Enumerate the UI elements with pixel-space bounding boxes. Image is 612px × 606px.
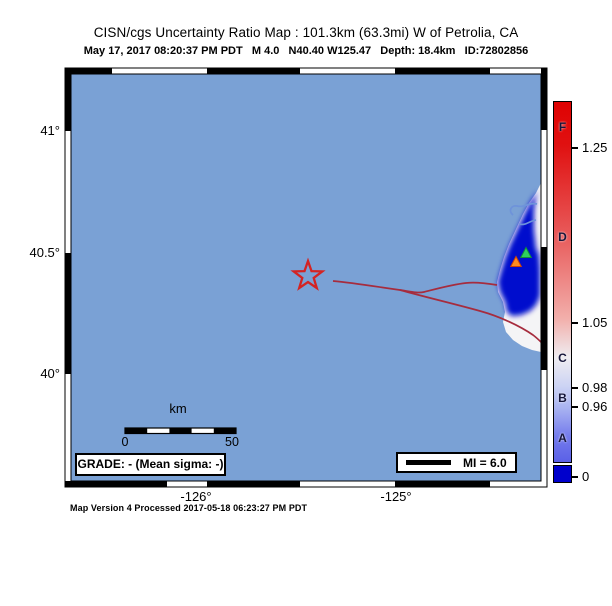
magnitude-label: MI = 6.0: [463, 455, 507, 470]
colorbar-tick: [572, 476, 578, 478]
colorbar-tick-label-098: 0.98: [582, 380, 608, 395]
epicenter-star-icon: [290, 257, 326, 291]
version-note: Map Version 4 Processed 2017-05-18 06:23…: [70, 503, 308, 513]
colorbar-tick: [572, 387, 578, 389]
colorbar-grade-c: C: [558, 351, 567, 365]
event-subtitle: May 17, 2017 08:20:37 PM PDT M 4.0 N40.4…: [83, 45, 529, 57]
colorbar-grade-a: A: [558, 431, 567, 445]
colorbar-tick-label-105: 1.05: [582, 315, 608, 330]
colorbar-grade-b: B: [558, 391, 567, 405]
scale-bar: [124, 427, 237, 435]
river-squiggle: [518, 219, 537, 226]
colorbar-tick: [572, 406, 578, 408]
lat-label-41: 41°: [40, 123, 60, 138]
colorbar-zero-block: [553, 465, 572, 483]
station-triangle-green-icon: [519, 246, 533, 258]
grade-label: GRADE: - (Mean sigma: -): [77, 457, 224, 471]
colorbar-tick: [572, 147, 578, 149]
colorbar-gradient: [553, 101, 572, 463]
lat-label-40-5: 40.5°: [29, 245, 60, 260]
scale-max-label: 50: [225, 435, 239, 449]
magnitude-line-swatch: [406, 460, 451, 465]
scale-unit-label: km: [169, 401, 187, 416]
lon-label-125: -125°: [380, 489, 412, 504]
magnitude-legend-box: MI = 6.0: [396, 452, 517, 473]
colorbar-grade-d: D: [558, 230, 567, 244]
scale-min-label: 0: [121, 435, 129, 449]
lon-label-126: -126°: [180, 489, 212, 504]
colorbar-tick-label-0: 0: [582, 469, 590, 484]
fault-line-south: [399, 289, 541, 344]
page-title: CISN/cgs Uncertainty Ratio Map : 101.3km…: [93, 25, 519, 40]
map-frame: [64, 67, 548, 488]
colorbar-grade-f: F: [558, 120, 567, 134]
station-triangle-orange-icon: [509, 255, 523, 267]
grade-box: GRADE: - (Mean sigma: -): [75, 453, 226, 476]
colorbar-tick: [572, 322, 578, 324]
river-squiggle: [509, 202, 538, 216]
lat-label-40: 40°: [40, 366, 60, 381]
ocean: [71, 74, 541, 481]
colorbar-tick-label-125: 1.25: [582, 140, 608, 155]
fault-line-north: [332, 280, 498, 294]
colorbar-tick-label-096: 0.96: [582, 399, 608, 414]
